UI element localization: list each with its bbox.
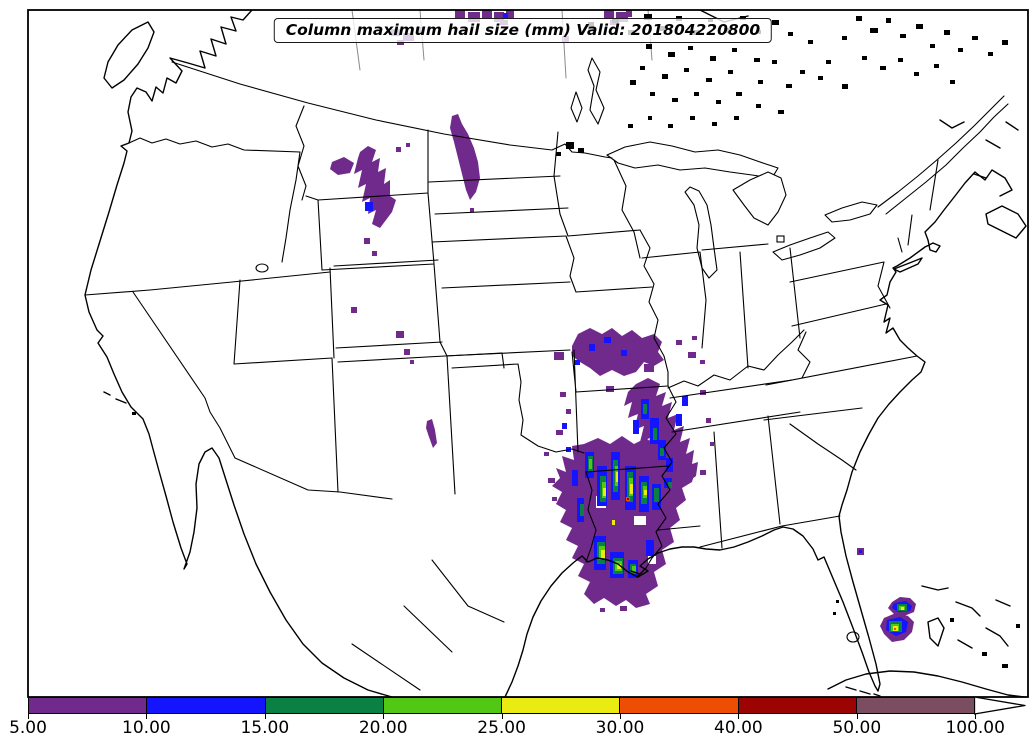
- mississippi-delta: [630, 567, 647, 578]
- hail-saskatchewan-streak: [450, 114, 480, 212]
- colorbar-tick-label: 10.00: [122, 718, 171, 738]
- colorbar-segment: [738, 698, 857, 713]
- vancouver-island: [103, 21, 155, 89]
- colorbar-segment: [383, 698, 502, 713]
- colorbar-tick: [856, 714, 858, 719]
- borders: [84, 10, 1009, 691]
- colorbar-tick: [738, 714, 740, 719]
- gulf-atlantic-coast: [504, 169, 1013, 697]
- map-frame: [27, 9, 1029, 698]
- bahamas: [921, 585, 1011, 649]
- colorbar-segment: [502, 698, 621, 713]
- mississippi-river: [645, 385, 677, 569]
- hail-south-central-system: [544, 328, 714, 612]
- colorbar-tick: [975, 714, 977, 719]
- colorbar-labels: 5.00 10.00 15.00 20.00 25.00 30.00 40.00 50.00 1…: [0, 716, 1036, 742]
- pacific-mexico-coast: [84, 10, 393, 697]
- colorbar-segment: [265, 698, 384, 713]
- colorbar-segment: [29, 698, 148, 713]
- colorbar-tick-label: 30.00: [595, 718, 645, 738]
- cuba-coast: [827, 670, 1025, 697]
- hail-data-overlay: [330, 10, 916, 642]
- plot-title: Column maximum hail size (mm) Valid: 201…: [273, 18, 773, 43]
- colorbar-tick: [501, 714, 503, 719]
- coastlines: [84, 10, 1027, 697]
- us-canada-border: [171, 61, 613, 159]
- colorbar-tick-label: 20.00: [358, 718, 408, 738]
- colorbar-tick-label: 100.00: [945, 718, 1005, 738]
- colorbar-tick-label: 40.00: [714, 718, 763, 738]
- colorbar-tick: [383, 714, 385, 719]
- mexico-lines: [351, 559, 505, 691]
- st-lawrence: [877, 95, 1009, 215]
- colorbar-tick-label: 15.00: [240, 718, 290, 738]
- colorbar-tick-label: 25.00: [477, 718, 526, 738]
- colorbar-tick-label: 5.00: [9, 718, 47, 738]
- hail-bahamas-cells: [857, 548, 916, 642]
- colorbar-tick: [264, 714, 266, 719]
- colorbar-segment: [856, 698, 974, 713]
- colorbar-segment: [620, 698, 739, 713]
- colorbar: [28, 697, 975, 714]
- colorbar-tick: [620, 714, 621, 719]
- hail-montana-blob: [330, 143, 410, 256]
- plot-title-text: Column maximum hail size (mm) Valid: 201…: [285, 21, 761, 39]
- hail-colorado-specks: [351, 307, 437, 448]
- long-island: [893, 257, 923, 273]
- colorbar-tick: [146, 714, 148, 719]
- colorbar-tick-label: 50.00: [832, 718, 882, 738]
- colorbar-segments: [29, 698, 974, 713]
- colorbar-segment: [147, 698, 266, 713]
- nova-scotia: [985, 205, 1027, 239]
- great-lakes: [255, 57, 878, 643]
- colorbar-extend-arrow: [974, 696, 1026, 715]
- colorbar-tick: [28, 714, 29, 719]
